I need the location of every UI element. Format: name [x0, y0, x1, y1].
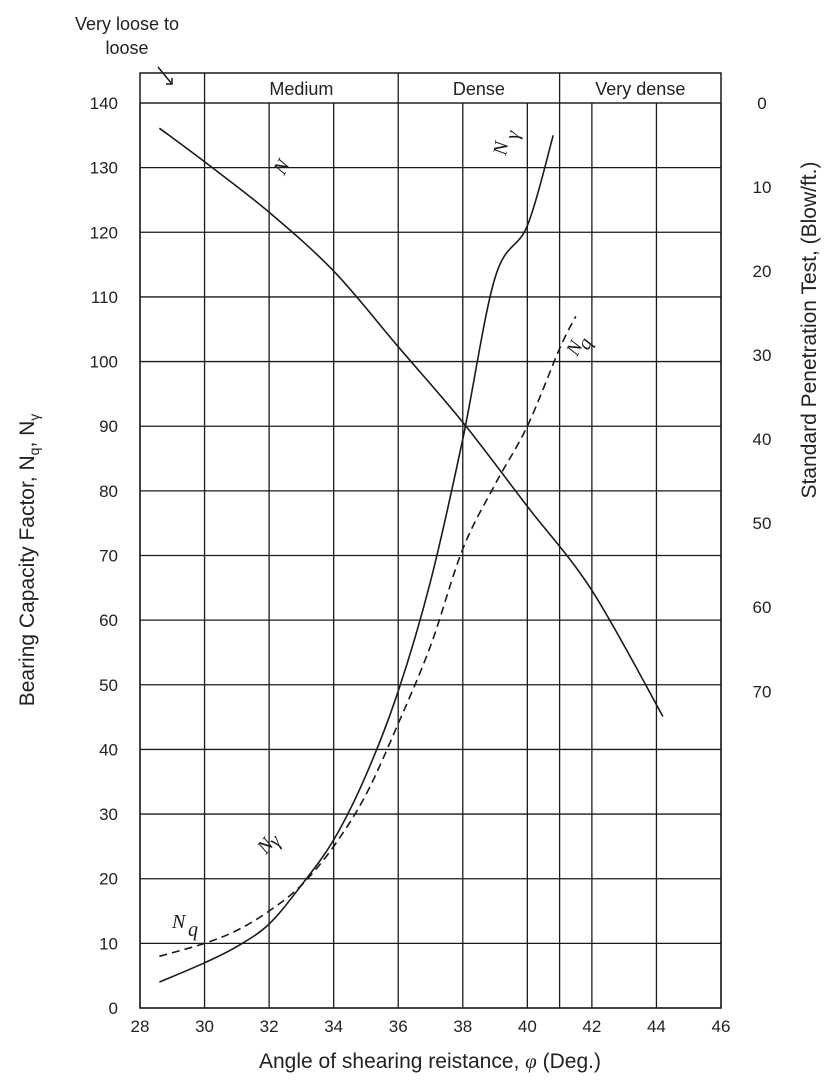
right-axis-title: Standard Penetration Test, (Blow/ft.): [798, 162, 821, 499]
y-tick-label: 120: [90, 223, 118, 242]
x-tick-label: 46: [712, 1017, 731, 1036]
x-tick-label: 38: [453, 1017, 472, 1036]
density-band-layer: Very loose to loose Medium Dense Very dense: [75, 14, 721, 104]
series-label: N: [489, 138, 513, 158]
x-tick-label: 44: [647, 1017, 666, 1036]
plot-frame: [139, 72, 722, 1009]
y-tick-label: 70: [99, 547, 118, 566]
band-label: Medium: [269, 79, 333, 99]
x-tick-label: 32: [260, 1017, 279, 1036]
band-label: Very dense: [595, 79, 685, 99]
y-tick-label: 0: [109, 999, 118, 1018]
band-pointer-arrowhead: [166, 78, 173, 85]
series-line: [158, 127, 664, 717]
y2-tick-label: 70: [753, 682, 772, 701]
y-tick-label: 10: [99, 934, 118, 953]
y-tick-label: 90: [99, 417, 118, 436]
x-tick-label: 40: [518, 1017, 537, 1036]
y-tick-label: 130: [90, 159, 118, 178]
y-tick-label: 20: [99, 870, 118, 889]
y2-tick-label: 10: [753, 178, 772, 197]
x-tick-label: 42: [582, 1017, 601, 1036]
x-tick-label: 36: [389, 1017, 408, 1036]
y-tick-label: 60: [99, 611, 118, 630]
y2-tick-label: 0: [757, 94, 766, 113]
y2-tick-label: 20: [753, 262, 772, 281]
y2-tick-label: 60: [753, 598, 772, 617]
grid-layer: [139, 72, 722, 1009]
x-tick-label: 34: [324, 1017, 343, 1036]
series-label: N: [171, 911, 187, 933]
x-tick-label: 30: [195, 1017, 214, 1036]
y2-tick-label: 50: [753, 514, 772, 533]
series-line: [159, 135, 554, 983]
x-axis-title: Angle of shearing reistance, φ (Deg.): [259, 1049, 601, 1073]
y-tick-label: 40: [99, 740, 118, 759]
series-label-subscript: q: [188, 919, 198, 941]
y2-tick-label: 40: [753, 430, 772, 449]
series-label-subscript: γ: [501, 128, 524, 141]
y-tick-label: 100: [90, 353, 118, 372]
y-tick-label: 110: [91, 288, 118, 307]
y-tick-label: 30: [99, 805, 118, 824]
y-tick-label: 50: [99, 676, 118, 695]
band-label: loose: [105, 38, 148, 58]
y-tick-label: 80: [99, 482, 118, 501]
y-tick-label: 140: [90, 94, 118, 113]
tick-label-layer: 28 30 32 34 36 38 40 42 44 46 0 10 20 30 40 50 60 70 80 90 1…: [90, 94, 772, 1036]
band-label: Dense: [453, 79, 505, 99]
band-pointer-arrow: [157, 66, 173, 85]
series-label: N: [269, 155, 296, 180]
band-label: Very loose to: [75, 14, 179, 34]
series-line: [159, 315, 577, 958]
y2-tick-label: 30: [753, 346, 772, 365]
y-axis-title: Bearing Capacity Factor, Nq, Nγ: [16, 414, 42, 707]
x-tick-label: 28: [131, 1017, 150, 1036]
